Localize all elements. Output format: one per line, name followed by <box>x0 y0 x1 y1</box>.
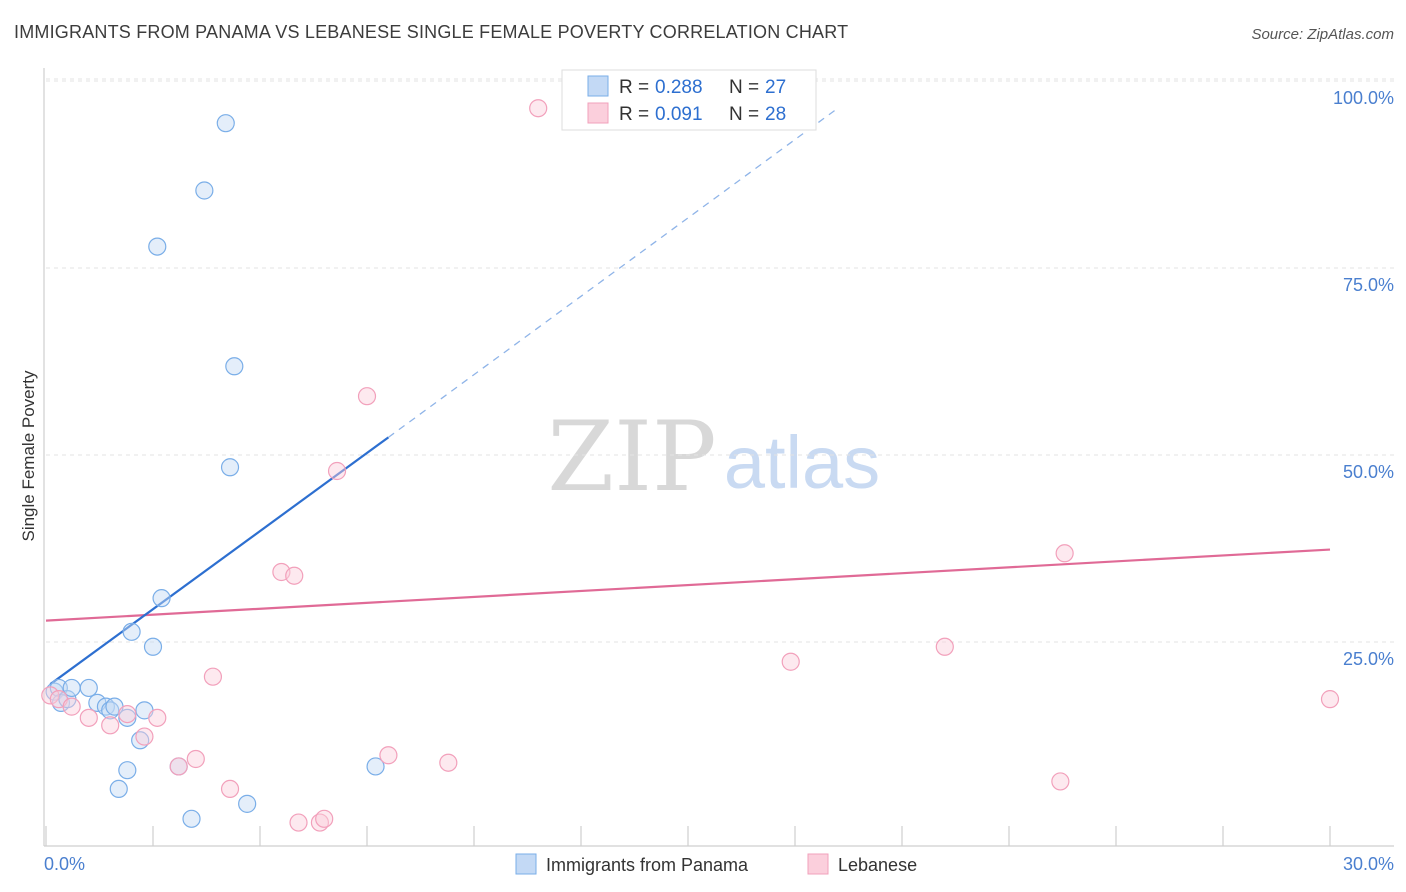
watermark: ZIP atlas <box>547 401 880 513</box>
point-lebanese <box>220 779 240 799</box>
chart-title: IMMIGRANTS FROM PANAMA VS LEBANESE SINGL… <box>14 22 848 42</box>
point-lebanese <box>169 757 188 776</box>
point-lebanese <box>135 727 154 746</box>
stats-n-label-lebanese: N = <box>729 104 759 125</box>
point-lebanese <box>1051 772 1070 791</box>
point-panama <box>225 357 244 376</box>
axes <box>43 68 1394 847</box>
legend-swatch-panama <box>515 853 537 875</box>
x-tick-label-min: 0.0% <box>44 854 85 874</box>
point-panama <box>216 114 235 133</box>
stats-r-label-panama: R = <box>619 77 649 98</box>
point-panama <box>366 757 385 776</box>
data-points <box>41 99 1340 832</box>
point-lebanese <box>62 697 81 716</box>
point-lebanese <box>315 809 334 828</box>
legend-label-panama: Immigrants from Panama <box>546 855 749 875</box>
stats-legend-swatch-panama <box>587 75 609 97</box>
point-lebanese <box>1055 544 1074 563</box>
point-panama <box>122 622 141 641</box>
point-lebanese <box>327 461 347 481</box>
point-lebanese <box>781 652 800 671</box>
y-tick-label-50: 50.0% <box>1343 462 1394 482</box>
point-panama <box>109 779 128 799</box>
point-lebanese <box>101 716 120 735</box>
point-lebanese <box>439 753 458 772</box>
point-panama <box>79 678 98 698</box>
point-lebanese <box>379 746 398 765</box>
point-panama <box>148 237 167 256</box>
stats-r-label-lebanese: R = <box>619 104 649 125</box>
point-panama <box>238 794 257 813</box>
point-lebanese <box>186 749 205 769</box>
point-panama <box>152 589 171 608</box>
stats-legend-swatch-lebanese <box>587 102 609 124</box>
point-lebanese <box>289 813 308 832</box>
point-lebanese <box>148 708 167 727</box>
legend-label-lebanese: Lebanese <box>838 855 917 875</box>
trend-lines <box>45 107 1331 686</box>
stats-n-label-panama: N = <box>729 77 759 98</box>
point-lebanese <box>203 667 223 686</box>
point-panama <box>195 181 214 200</box>
chart-source: Source: ZipAtlas.com <box>1251 26 1394 43</box>
stats-r-value-panama: 0.288 <box>655 77 703 98</box>
point-panama <box>220 458 240 477</box>
trend-line-panama-extension <box>388 107 839 438</box>
point-lebanese <box>118 704 137 724</box>
point-lebanese <box>529 99 548 118</box>
stats-n-value-lebanese: 28 <box>765 104 786 125</box>
point-panama <box>118 761 137 780</box>
y-tick-label-75: 75.0% <box>1343 275 1394 295</box>
stats-r-value-lebanese: 0.091 <box>655 104 703 125</box>
point-lebanese <box>1320 690 1340 709</box>
x-tick-label-max: 30.0% <box>1343 854 1394 874</box>
series-legend: Immigrants from Panama Lebanese <box>515 853 917 875</box>
legend-swatch-lebanese <box>807 853 829 875</box>
point-lebanese <box>285 566 304 585</box>
point-lebanese <box>79 708 98 727</box>
watermark-zip: ZIP <box>547 401 716 513</box>
point-panama <box>143 637 163 656</box>
stats-n-value-panama: 27 <box>765 77 786 98</box>
y-tick-label-25: 25.0% <box>1343 649 1394 669</box>
point-lebanese <box>935 637 954 656</box>
stats-legend: R = 0.288 N = 27 R = 0.091 N = 28 <box>561 69 817 131</box>
watermark-atlas: atlas <box>724 421 880 504</box>
point-panama <box>182 809 201 828</box>
y-tick-label-100: 100.0% <box>1333 88 1394 108</box>
y-axis-label: Single Female Poverty <box>19 370 38 542</box>
y-tick-labels: 25.0% 50.0% 75.0% 100.0% <box>1333 88 1394 669</box>
trend-line-lebanese <box>45 548 1331 622</box>
point-lebanese <box>357 387 377 406</box>
